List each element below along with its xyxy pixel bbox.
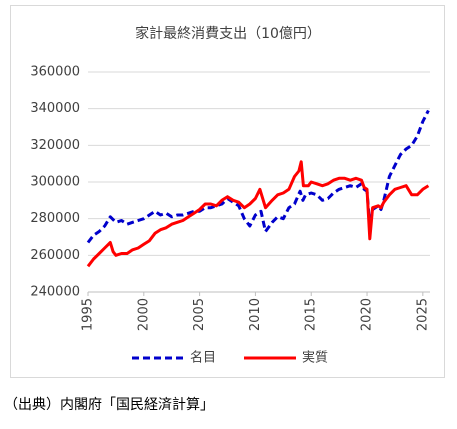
source-note: （出典）内閣府「国民経済計算」 [4,397,214,413]
x-tick-label: 2000 [136,298,151,331]
y-tick-label: 320000 [30,138,80,153]
legend-label: 名目 [190,350,216,366]
y-tick-label: 360000 [30,65,80,80]
x-tick-label: 2005 [192,298,207,331]
y-tick-label: 260000 [30,248,80,263]
y-tick-label: 300000 [30,175,80,190]
y-tick-label: 340000 [30,101,80,116]
chart-title: 家計最終消費支出（10億円） [135,25,321,42]
x-tick-label: 1995 [81,298,96,331]
x-tick-label: 2025 [415,298,430,331]
x-tick-label: 2010 [248,298,263,331]
y-tick-label: 240000 [30,285,80,300]
x-tick-label: 2015 [304,298,319,331]
legend-label: 実質 [302,350,328,366]
x-tick-label: 2020 [360,298,375,331]
y-tick-label: 280000 [30,211,80,226]
series-line [86,160,430,268]
chart-border [10,5,445,378]
